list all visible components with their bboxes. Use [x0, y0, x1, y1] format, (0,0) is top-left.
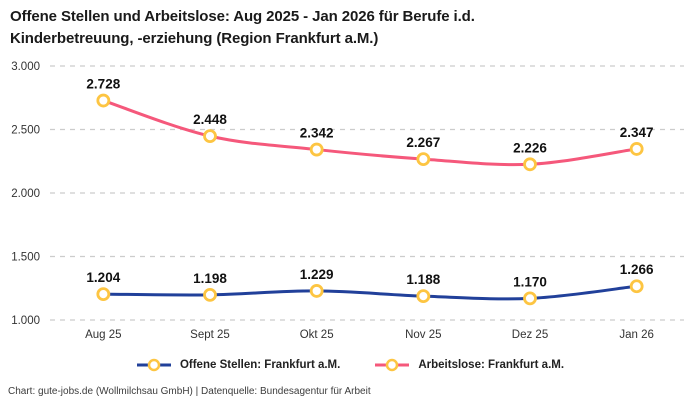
svg-text:3.000: 3.000 [11, 61, 40, 73]
svg-text:2.267: 2.267 [406, 135, 440, 150]
svg-text:1.500: 1.500 [11, 252, 40, 264]
svg-text:1.000: 1.000 [11, 315, 40, 327]
svg-text:Nov 25: Nov 25 [405, 329, 441, 341]
svg-text:1.229: 1.229 [300, 267, 334, 282]
svg-text:2.000: 2.000 [11, 188, 40, 200]
legend-label-offene-stellen: Offene Stellen: Frankfurt a.M. [179, 359, 341, 371]
svg-text:2.347: 2.347 [620, 125, 654, 140]
legend-item-offene-stellen[interactable]: Offene Stellen: Frankfurt a.M. [136, 358, 340, 372]
legend-swatch-pink-line-icon [375, 358, 410, 372]
svg-text:2.342: 2.342 [300, 126, 334, 141]
svg-text:1.188: 1.188 [406, 272, 440, 287]
svg-text:Sept 25: Sept 25 [190, 329, 230, 341]
svg-text:2.448: 2.448 [193, 112, 227, 127]
legend-swatch-blue-line-icon [136, 358, 171, 372]
svg-text:2.728: 2.728 [86, 77, 120, 92]
chart-legend: Offene Stellen: Frankfurt a.M. Arbeitslo… [0, 358, 700, 372]
legend-label-arbeitslose: Arbeitslose: Frankfurt a.M. [418, 359, 565, 371]
svg-text:Okt 25: Okt 25 [300, 329, 334, 341]
chart-title: Offene Stellen und Arbeitslose: Aug 2025… [10, 8, 475, 47]
legend-item-arbeitslose[interactable]: Arbeitslose: Frankfurt a.M. [374, 358, 564, 372]
svg-text:1.170: 1.170 [513, 274, 547, 289]
svg-text:2.226: 2.226 [513, 140, 547, 155]
chart-source-note: Chart: gute-jobs.de (Wollmilchsau GmbH) … [8, 386, 371, 397]
svg-text:Jan 26: Jan 26 [619, 329, 654, 341]
svg-text:Dez 25: Dez 25 [512, 329, 548, 341]
svg-text:Aug 25: Aug 25 [85, 329, 121, 341]
svg-text:1.198: 1.198 [193, 271, 227, 286]
svg-text:1.204: 1.204 [86, 270, 120, 285]
svg-text:1.266: 1.266 [620, 262, 654, 277]
svg-text:2.500: 2.500 [11, 125, 40, 137]
